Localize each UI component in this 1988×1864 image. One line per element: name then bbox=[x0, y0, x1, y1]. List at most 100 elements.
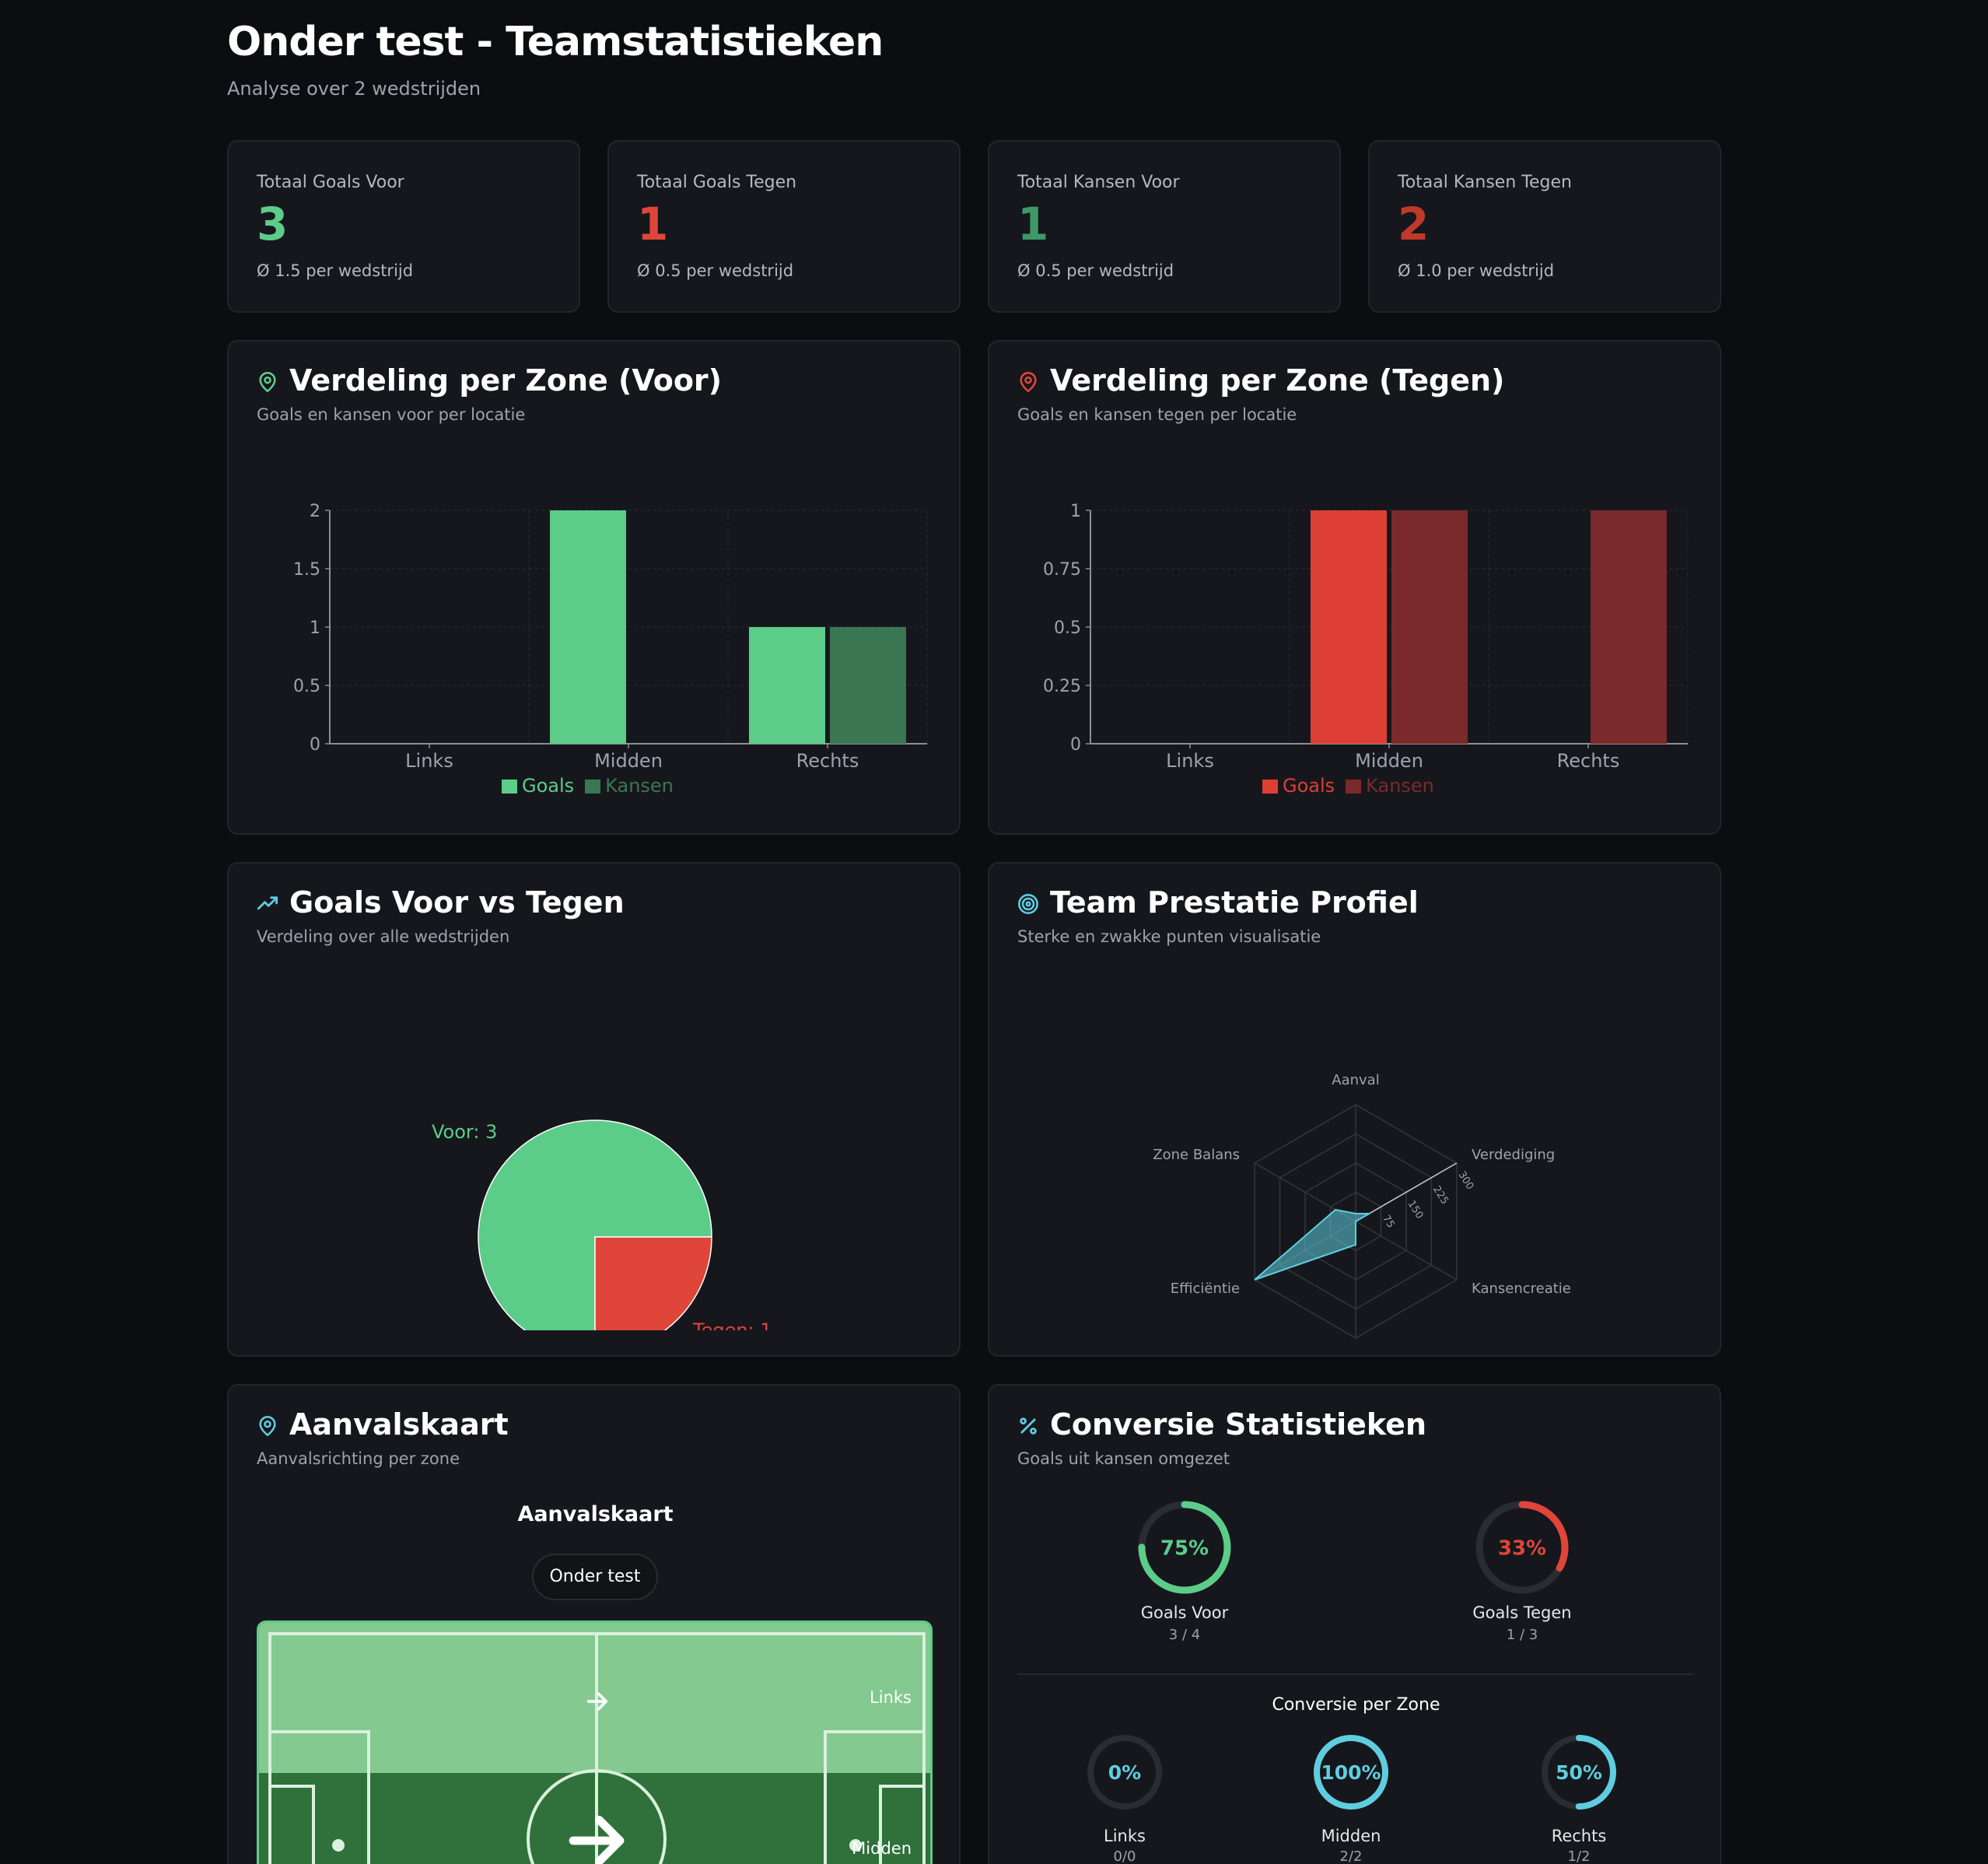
chart-legend: Goals Kansen bbox=[1262, 775, 1434, 797]
ring-percent: 75% bbox=[1160, 1536, 1209, 1560]
zone-conversion-heading: Conversie per Zone bbox=[1272, 1695, 1440, 1715]
y-tick-label: 0.5 bbox=[293, 677, 320, 696]
ring-percent: 33% bbox=[1498, 1536, 1546, 1560]
attack-map-title: Aanvalskaart bbox=[517, 1502, 674, 1526]
ring-sub: 2/2 bbox=[1339, 1848, 1363, 1864]
ring-label: Links bbox=[1104, 1827, 1146, 1845]
ring-progress bbox=[1314, 1735, 1388, 1810]
trending-up-icon bbox=[257, 896, 278, 910]
radar-chart: AanvalVerdedigingKansencreatieDefensiefE… bbox=[1153, 1072, 1571, 1339]
y-tick-label: 1 bbox=[1070, 502, 1081, 521]
stat-label: Totaal Goals Tegen bbox=[637, 173, 797, 192]
ring-track bbox=[1087, 1735, 1162, 1810]
x-tick-label: Rechts bbox=[796, 750, 859, 772]
stat-sub: Ø 0.5 per wedstrijd bbox=[1017, 261, 1174, 280]
zone-links-area[interactable] bbox=[259, 1623, 930, 1773]
page-subtitle: Analyse over 2 wedstrijden bbox=[227, 78, 481, 100]
radar-ring-label: 75 bbox=[1380, 1213, 1396, 1230]
y-tick-label: 0.75 bbox=[1043, 560, 1081, 580]
radar-ring-label: 300 bbox=[1456, 1169, 1476, 1192]
legend-label: Kansen bbox=[605, 775, 674, 797]
divider bbox=[1017, 1673, 1693, 1675]
conversion-card: Conversie Statistieken Goals uit kansen … bbox=[988, 1384, 1721, 1864]
y-tick-label: 1 bbox=[310, 618, 320, 638]
bar-goals bbox=[749, 627, 825, 744]
y-tick-label: 0 bbox=[310, 735, 320, 755]
pitch: Links Midden bbox=[257, 1620, 933, 1864]
bar-chart-voor: 0 0.5 1 1.5 2 Links Midden Rechts bbox=[293, 502, 928, 772]
ring-percent: 50% bbox=[1556, 1761, 1602, 1784]
stat-card-kansen-voor: Totaal Kansen Voor 1 Ø 0.5 per wedstrijd bbox=[988, 140, 1341, 313]
map-pin-icon bbox=[259, 372, 276, 392]
card-subtitle: Goals en kansen tegen per locatie bbox=[1017, 405, 1297, 424]
y-tick-label: 2 bbox=[310, 502, 320, 521]
stat-value: 1 bbox=[637, 198, 669, 251]
ring-sub: 1/2 bbox=[1567, 1848, 1591, 1864]
percent-icon bbox=[1020, 1417, 1037, 1435]
radar-spoke bbox=[1355, 1221, 1458, 1281]
radar-ring-label: 150 bbox=[1405, 1199, 1426, 1221]
legend-item-goals[interactable]: Goals bbox=[502, 775, 574, 797]
y-tick-label: 0.25 bbox=[1043, 677, 1081, 696]
legend-item-kansen[interactable]: Kansen bbox=[585, 775, 674, 797]
bar-kansen bbox=[830, 627, 906, 744]
legend-label: Goals bbox=[522, 775, 575, 797]
attack-map-card: Aanvalskaart Aanvalsrichting per zone Aa… bbox=[227, 1384, 961, 1864]
radar-axis-label: Aanval bbox=[1332, 1072, 1379, 1088]
stat-sub: Ø 0.5 per wedstrijd bbox=[637, 261, 794, 280]
y-tick-label: 0 bbox=[1070, 735, 1081, 755]
stat-label: Totaal Kansen Voor bbox=[1017, 173, 1180, 192]
zone-tegen-card: Verdeling per Zone (Tegen) Goals en kans… bbox=[988, 340, 1721, 835]
stat-sub: Ø 1.0 per wedstrijd bbox=[1398, 261, 1555, 280]
ring-progress bbox=[1475, 1501, 1569, 1594]
card-subtitle: Aanvalsrichting per zone bbox=[257, 1449, 460, 1468]
target-icon bbox=[1018, 894, 1038, 914]
bar-kansen bbox=[1591, 510, 1667, 744]
team-button[interactable]: Onder test bbox=[532, 1554, 658, 1600]
bar-kansen bbox=[1391, 510, 1468, 744]
card-title: Team Prestatie Profiel bbox=[1050, 885, 1419, 920]
stat-label: Totaal Goals Voor bbox=[257, 173, 404, 192]
ring-progress bbox=[1138, 1501, 1231, 1594]
x-tick-label: Links bbox=[405, 750, 453, 772]
radar-axis-label: Verdediging bbox=[1472, 1147, 1555, 1163]
card-title: Verdeling per Zone (Tegen) bbox=[1050, 363, 1505, 398]
chart-legend: Goals Kansen bbox=[502, 775, 674, 797]
stat-card-kansen-tegen: Totaal Kansen Tegen 2 Ø 1.0 per wedstrij… bbox=[1368, 140, 1721, 313]
y-tick-label: 0.5 bbox=[1054, 618, 1081, 638]
pitch-lines bbox=[268, 1632, 926, 1864]
legend-item-kansen[interactable]: Kansen bbox=[1346, 775, 1434, 797]
legend-label: Goals bbox=[1283, 775, 1335, 797]
x-tick-label: Rechts bbox=[1557, 750, 1620, 772]
stat-value: 2 bbox=[1398, 198, 1430, 251]
goals-pie-card: Goals Voor vs Tegen Verdeling over alle … bbox=[227, 862, 961, 1357]
legend-item-goals[interactable]: Goals bbox=[1262, 775, 1335, 797]
ring-percent: 0% bbox=[1108, 1761, 1141, 1784]
legend-label: Kansen bbox=[1366, 775, 1434, 797]
ring-sub: 0/0 bbox=[1113, 1848, 1136, 1864]
pie-label-tegen: Tegen: 1 bbox=[692, 1319, 772, 1330]
x-tick-label: Midden bbox=[594, 750, 663, 772]
x-tick-label: Midden bbox=[1355, 750, 1423, 772]
radar-axis-label: Zone Balans bbox=[1153, 1147, 1240, 1163]
pie-slice-tegen bbox=[594, 1236, 712, 1330]
pie-label-voor: Voor: 3 bbox=[432, 1121, 497, 1143]
conversion-rings: 75% 33% 0% 100% 50% bbox=[1087, 1501, 1616, 1810]
radar-ring-label: 225 bbox=[1430, 1184, 1451, 1207]
penalty-spot-right bbox=[849, 1839, 862, 1852]
card-subtitle: Verdeling over alle wedstrijden bbox=[257, 927, 510, 946]
card-title: Conversie Statistieken bbox=[1050, 1407, 1426, 1442]
ring-sub: 3 / 4 bbox=[1168, 1627, 1201, 1643]
card-subtitle: Sterke en zwakke punten visualisatie bbox=[1017, 927, 1321, 946]
card-title: Verdeling per Zone (Voor) bbox=[289, 363, 723, 398]
radar-axis-label: Efficiëntie bbox=[1171, 1281, 1240, 1297]
ring-progress bbox=[1542, 1735, 1616, 1810]
ring-label: Goals Voor bbox=[1140, 1603, 1229, 1622]
stat-card-goals-voor: Totaal Goals Voor 3 Ø 1.5 per wedstrijd bbox=[227, 140, 580, 313]
stat-label: Totaal Kansen Tegen bbox=[1398, 173, 1572, 192]
ring-label: Goals Tegen bbox=[1472, 1603, 1572, 1622]
arrow-right-icon bbox=[586, 1692, 608, 1711]
radar-radius-axis bbox=[1355, 1162, 1458, 1222]
stat-value: 1 bbox=[1017, 198, 1049, 251]
ring-label: Rechts bbox=[1551, 1827, 1607, 1845]
